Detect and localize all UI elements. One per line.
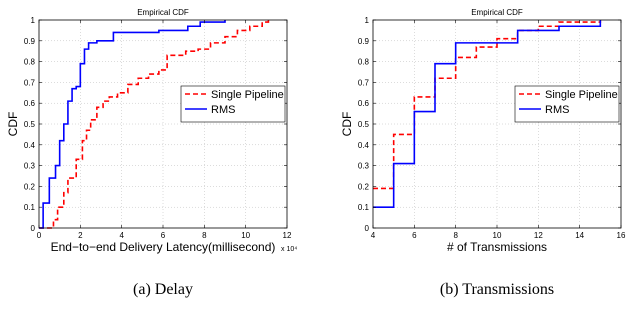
x-tick-label: 6	[161, 231, 166, 240]
x-tick-label: 10	[493, 231, 502, 240]
y-tick-label: 0.9	[24, 37, 36, 46]
x-tick-label: 12	[283, 231, 292, 240]
legend-entry: RMS	[545, 104, 569, 116]
x-tick-label: 4	[371, 231, 376, 240]
legend-box	[180, 85, 286, 123]
figure-caption: (b) Transmissions	[440, 281, 554, 298]
y-tick-label: 0.2	[358, 182, 370, 191]
y-tick-label: 0.6	[24, 99, 36, 108]
y-tick-label: 0.9	[358, 37, 370, 46]
y-tick-label: 0.4	[358, 141, 370, 150]
legend-entry: RMS	[211, 104, 235, 116]
y-tick-label: 0.8	[358, 58, 370, 67]
chart-panel-1: 0 2 4 6 8 10 12 0 0.1 0.2 0.3 0.4 0.5 0.6 0.7 0.8 0.9 1 Em…	[6, 8, 297, 298]
y-tick-label: 0.5	[24, 120, 36, 129]
y-axis-label: CDF	[6, 112, 20, 137]
y-tick-label: 0.1	[358, 203, 370, 212]
legend-box	[514, 85, 620, 123]
series-line-single-pipeline	[39, 20, 270, 229]
y-tick-label: 0.5	[358, 120, 370, 129]
y-tick-label: 1	[365, 16, 370, 25]
y-tick-label: 0.8	[24, 58, 36, 67]
chart-title: Empirical CDF	[471, 8, 523, 17]
x-tick-label: 8	[453, 231, 458, 240]
x-tick-label: 6	[412, 231, 417, 240]
x-tick-label: 4	[119, 231, 124, 240]
y-tick-label: 0.1	[24, 203, 36, 212]
chart-title: Empirical CDF	[137, 8, 189, 17]
x-tick-label: 16	[617, 231, 626, 240]
series-line-rms	[39, 20, 226, 229]
x-axis-exponent: x 10⁴	[281, 246, 297, 253]
y-tick-label: 0.4	[24, 141, 36, 150]
x-tick-label: 12	[534, 231, 543, 240]
series-line-rms	[373, 20, 602, 208]
figure-caption: (a) Delay	[133, 281, 193, 298]
x-tick-label: 2	[78, 231, 83, 240]
x-axis-label: End−to−end Delivery Latency(millisecond)	[51, 240, 276, 254]
x-tick-label: 8	[202, 231, 207, 240]
legend: Single Pipeline RMS	[514, 85, 620, 123]
y-axis-label: CDF	[340, 112, 354, 137]
y-tick-label: 0	[365, 224, 370, 233]
y-tick-label: 0.3	[358, 162, 370, 171]
y-tick-label: 1	[31, 16, 36, 25]
y-tick-label: 0	[31, 224, 36, 233]
y-tick-label: 0.3	[24, 162, 36, 171]
legend-entry: Single Pipeline	[211, 89, 284, 101]
y-tick-label: 0.7	[24, 78, 36, 87]
y-tick-label: 0.2	[24, 182, 36, 191]
legend: Single Pipeline RMS	[180, 85, 286, 123]
x-tick-label: 0	[37, 231, 42, 240]
y-tick-label: 0.6	[358, 99, 370, 108]
legend-entry: Single Pipeline	[545, 89, 618, 101]
x-tick-label: 14	[575, 231, 584, 240]
y-tick-label: 0.7	[358, 78, 370, 87]
x-tick-label: 10	[241, 231, 250, 240]
x-axis-label: # of Transmissions	[447, 240, 547, 254]
chart-panel-2: 4 6 8 10 12 14 16 0 0.1 0.2 0.3 0.4 0.5 0.6 0.7 0.8 0.9 1…	[340, 8, 626, 298]
